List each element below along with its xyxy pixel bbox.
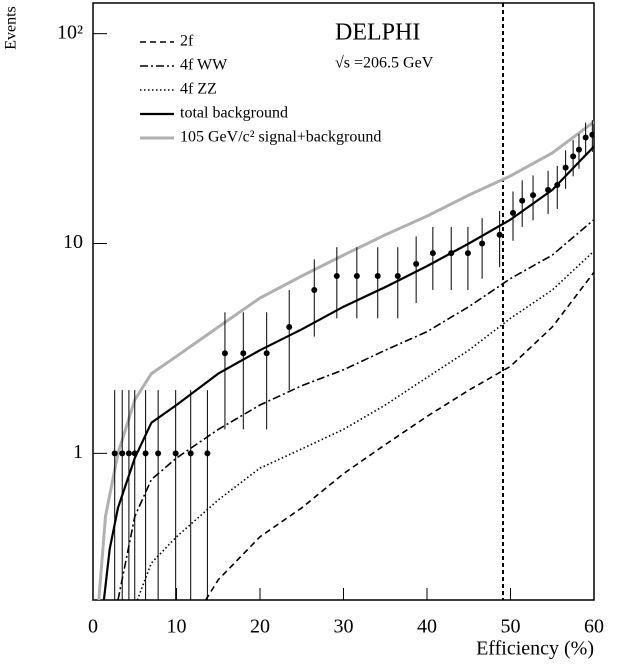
data-point xyxy=(286,323,293,330)
data-point xyxy=(240,350,247,357)
data-point xyxy=(519,197,526,204)
data-point xyxy=(413,260,420,267)
data-point xyxy=(187,450,194,457)
y-axis-label: Events xyxy=(3,6,20,50)
y-tick-label: 10² xyxy=(57,21,83,43)
legend-label: 105 GeV/c² signal+background xyxy=(180,129,381,146)
legend-label: 4f ZZ xyxy=(180,81,217,98)
x-axis-label: Efficiency (%) xyxy=(476,638,594,660)
series-line xyxy=(102,145,594,600)
plot-frame xyxy=(92,2,595,601)
data-point xyxy=(155,450,162,457)
data-point xyxy=(570,153,577,160)
y-tick-label: 1 xyxy=(73,441,83,463)
data-point xyxy=(333,273,340,280)
data-point xyxy=(530,192,537,199)
legend-label: 2f xyxy=(180,33,194,50)
data-point xyxy=(448,250,455,257)
x-tick-label: 0 xyxy=(88,616,98,638)
series-line xyxy=(205,271,594,600)
plot-area xyxy=(97,3,594,600)
data-point xyxy=(496,231,503,238)
data-point xyxy=(111,450,118,457)
data-point xyxy=(510,209,517,216)
data-point xyxy=(582,134,589,141)
data-point xyxy=(353,273,360,280)
data-point xyxy=(575,146,582,153)
data-point xyxy=(394,273,401,280)
data-point xyxy=(429,250,436,257)
data-point xyxy=(131,450,138,457)
data-point xyxy=(172,450,179,457)
data-point xyxy=(554,182,561,189)
x-tick-label: 10 xyxy=(167,616,187,638)
series-line xyxy=(136,250,594,600)
data-point xyxy=(589,131,594,138)
chart-subtitle: √s =206.5 GeV xyxy=(335,55,434,72)
series-line xyxy=(117,218,594,600)
data-point xyxy=(142,450,149,457)
y-tick-label: 10 xyxy=(63,231,83,253)
data-point xyxy=(562,164,569,171)
data-point xyxy=(221,350,228,357)
data-point xyxy=(464,250,471,257)
data-point xyxy=(479,240,486,247)
legend-label: total background xyxy=(180,105,288,122)
x-tick-label: 50 xyxy=(501,616,521,638)
x-tick-label: 30 xyxy=(334,616,354,638)
data-point xyxy=(119,450,126,457)
data-point xyxy=(204,450,211,457)
data-point xyxy=(311,287,318,294)
x-tick-label: 60 xyxy=(584,616,604,638)
data-point xyxy=(374,273,381,280)
legend-label: 4f WW xyxy=(180,57,228,74)
data-point xyxy=(125,450,132,457)
chart-title: DELPHI xyxy=(335,20,420,46)
x-tick-label: 20 xyxy=(250,616,270,638)
x-tick-label: 40 xyxy=(417,616,437,638)
data-point xyxy=(545,186,552,193)
data-point xyxy=(263,350,270,357)
series-line xyxy=(97,120,594,600)
